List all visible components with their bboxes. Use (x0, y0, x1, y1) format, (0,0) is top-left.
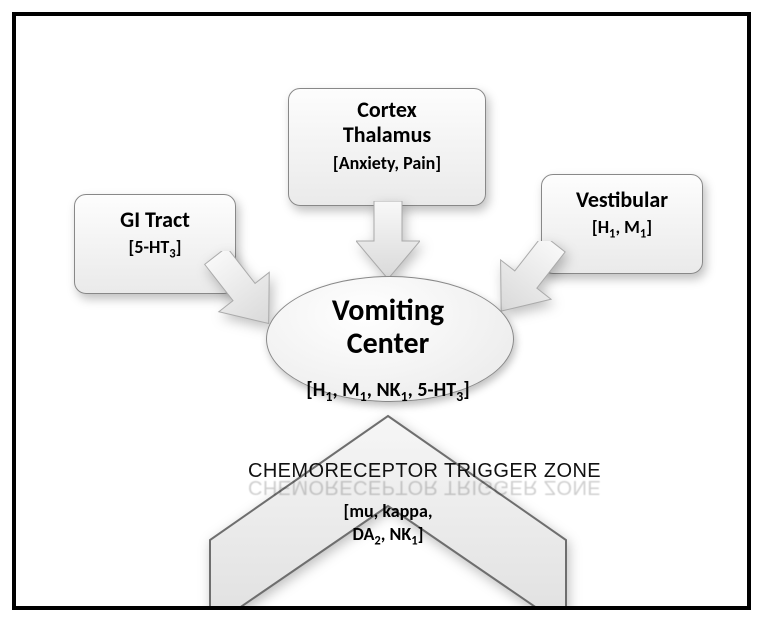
center-sub: [H1, M1, NK1, 5-HT3] (248, 378, 528, 405)
center-title: VomitingCenter (248, 294, 528, 360)
node-cortex: CortexThalamus [Anxiety, Pain] (288, 88, 486, 206)
center-label: VomitingCenter (248, 294, 528, 360)
cortex-sub: [Anxiety, Pain] (289, 152, 485, 174)
vestibular-title: Vestibular (542, 187, 702, 212)
diagram-frame: CortexThalamus [Anxiety, Pain] GI Tract … (12, 12, 751, 610)
gi-title: GI Tract (75, 207, 235, 232)
cortex-title: CortexThalamus (289, 97, 485, 148)
vestibular-sub: [H1, M1] (542, 216, 702, 242)
ctz-sub: [mu, kappa,DA2, NK1] (248, 500, 528, 549)
ctz-title-reflection: CHEMORECEPTOR TRIGGER ZONE (248, 475, 528, 498)
arrow-cortex-center (356, 201, 420, 279)
ctz-label: CHEMORECEPTOR TRIGGER ZONE CHEMORECEPTOR… (248, 460, 528, 549)
